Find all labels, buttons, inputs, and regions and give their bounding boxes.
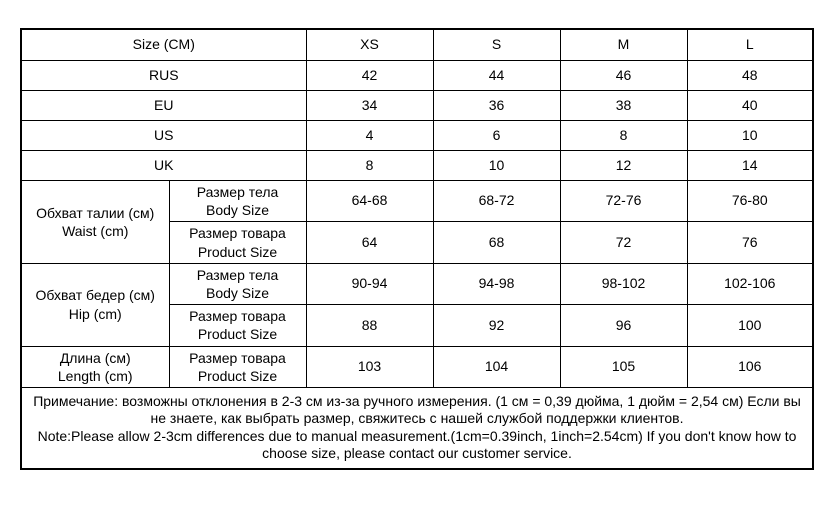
value-cell: 64 <box>305 221 434 264</box>
table-row-hip-product: Размер товара Product Size 88 92 96 100 <box>21 304 814 347</box>
value-cell: 98-102 <box>559 262 688 306</box>
value-cell: 8 <box>559 120 688 151</box>
value-cell: 68-72 <box>432 179 561 223</box>
value-cell: 34 <box>305 90 434 121</box>
row-type-en: Product Size <box>197 367 278 384</box>
table-row-hip-body: Обхват бедер (см) Hip (cm) Размер тела B… <box>20 262 814 347</box>
value-cell: 6 <box>432 120 561 151</box>
length-label-cell: Длина (см) Length (cm) <box>20 345 170 388</box>
value-cell: 103 <box>305 345 434 388</box>
table-row-waist-body: Обхват талии (см) Waist (cm) Размер тела… <box>20 179 814 264</box>
table-row-eu: EU 34 36 38 40 <box>20 90 814 121</box>
hip-label-en: Hip (cm) <box>68 305 122 322</box>
waist-label-ru: Обхват талии (см) <box>36 204 155 221</box>
note-text-en: Note:Please allow 2-3cm differences due … <box>37 427 797 462</box>
header-row: Size (CM) XS S M L <box>20 28 814 61</box>
value-cell: 38 <box>559 90 688 121</box>
value-cell: 90-94 <box>305 262 434 306</box>
value-cell: 10 <box>432 150 561 181</box>
row-label-uk: UK <box>20 150 307 181</box>
note-row: Примечание: возможны отклонения в 2-3 см… <box>20 386 814 470</box>
size-column-xs: XS <box>305 28 434 61</box>
length-label-en: Length (cm) <box>57 367 133 384</box>
row-type-en: Body Size <box>205 202 270 219</box>
value-cell: 10 <box>686 120 814 151</box>
value-cell: 104 <box>432 345 561 388</box>
row-type-cell: Размер тела Body Size <box>168 179 307 223</box>
value-cell: 106 <box>686 345 814 388</box>
value-cell: 12 <box>559 150 688 181</box>
value-cell: 100 <box>686 304 814 347</box>
note-text-ru: Примечание: возможны отклонения в 2-3 см… <box>33 392 801 427</box>
row-label-us: US <box>20 120 307 151</box>
table-row-waist-product: Размер товара Product Size 64 68 72 76 <box>21 221 814 264</box>
row-type-cell: Размер товара Product Size <box>168 221 307 264</box>
value-cell: 4 <box>305 120 434 151</box>
row-type-ru: Размер товара <box>189 349 286 366</box>
waist-label-en: Waist (cm) <box>62 222 129 239</box>
value-cell: 44 <box>432 60 561 91</box>
row-type-cell: Размер товара Product Size <box>168 345 307 388</box>
value-cell: 8 <box>305 150 434 181</box>
size-chart-page: Size (CM) XS S M L RUS 42 44 46 48 EU 34… <box>20 28 815 470</box>
row-type-en: Product Size <box>197 326 278 343</box>
table-row-length: Длина (см) Length (cm) Размер товара Pro… <box>20 345 814 388</box>
value-cell: 36 <box>432 90 561 121</box>
value-cell: 64-68 <box>305 179 434 223</box>
value-cell: 72-76 <box>559 179 688 223</box>
value-cell: 46 <box>559 60 688 91</box>
row-label-eu: EU <box>20 90 307 121</box>
value-cell: 76-80 <box>686 179 814 223</box>
row-type-en: Body Size <box>205 284 270 301</box>
value-cell: 88 <box>305 304 434 347</box>
row-type-ru: Размер товара <box>189 225 286 242</box>
value-cell: 40 <box>686 90 814 121</box>
size-chart-table: Size (CM) XS S M L RUS 42 44 46 48 EU 34… <box>20 28 815 470</box>
value-cell: 96 <box>559 304 688 347</box>
size-header-label: Size (CM) <box>20 28 307 61</box>
value-cell: 92 <box>432 304 561 347</box>
length-label-ru: Длина (см) <box>59 349 131 366</box>
size-column-l: L <box>686 28 814 61</box>
value-cell: 68 <box>432 221 561 264</box>
waist-label-cell: Обхват талии (см) Waist (cm) <box>20 180 170 264</box>
row-label-rus: RUS <box>20 60 307 91</box>
size-column-m: M <box>559 28 688 61</box>
value-cell: 14 <box>686 150 814 181</box>
hip-label-cell: Обхват бедер (см) Hip (cm) <box>20 262 170 347</box>
hip-label-ru: Обхват бедер (см) <box>35 287 155 304</box>
table-row-uk: UK 8 10 12 14 <box>20 150 814 181</box>
row-type-ru: Размер тела <box>196 266 279 283</box>
row-type-cell: Размер товара Product Size <box>168 304 307 347</box>
row-type-ru: Размер тела <box>196 184 279 200</box>
value-cell: 102-106 <box>686 262 814 306</box>
note-cell: Примечание: возможны отклонения в 2-3 см… <box>20 386 814 470</box>
row-type-ru: Размер товара <box>189 308 286 325</box>
value-cell: 72 <box>559 221 688 264</box>
value-cell: 94-98 <box>432 262 561 306</box>
row-type-en: Product Size <box>197 243 278 260</box>
size-column-s: S <box>432 28 561 61</box>
table-row-rus: RUS 42 44 46 48 <box>20 60 814 91</box>
value-cell: 76 <box>686 221 814 264</box>
row-type-cell: Размер тела Body Size <box>168 262 307 306</box>
value-cell: 42 <box>305 60 434 91</box>
value-cell: 48 <box>686 60 814 91</box>
value-cell: 105 <box>559 345 688 388</box>
table-row-us: US 4 6 8 10 <box>20 120 814 151</box>
